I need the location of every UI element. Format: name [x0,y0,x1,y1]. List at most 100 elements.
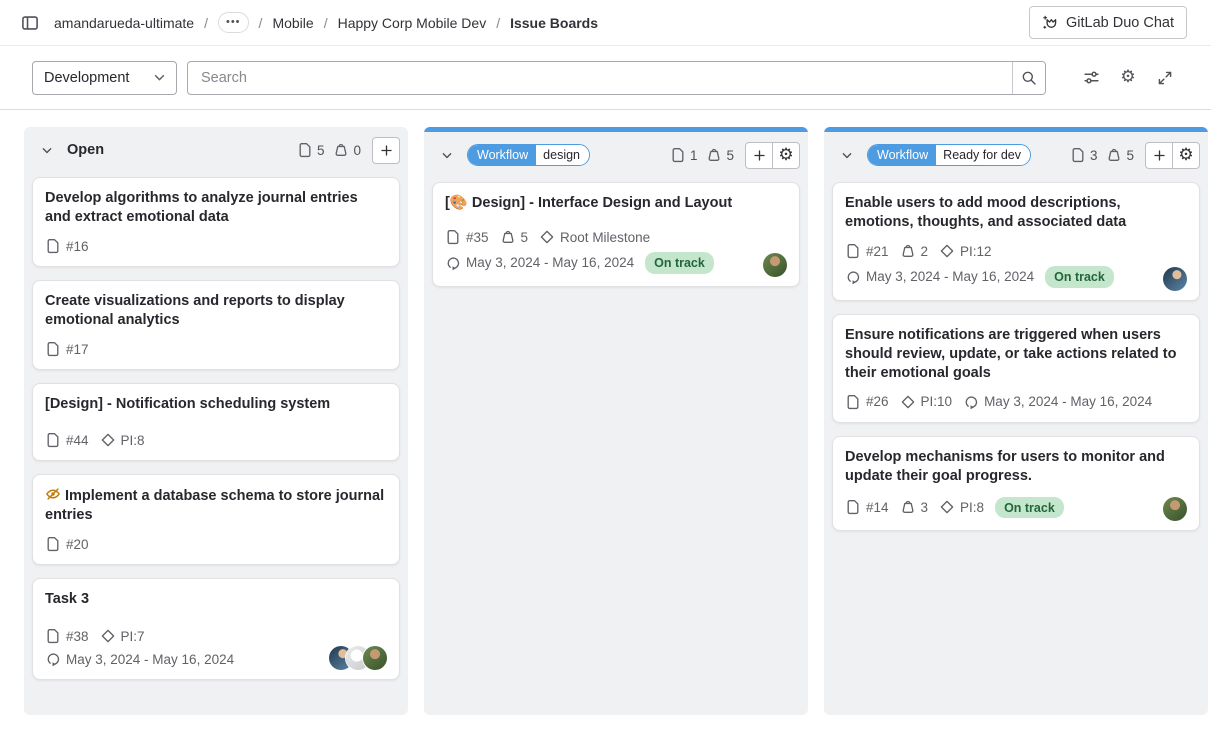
scoped-label-value: design [536,145,589,165]
issue-icon [45,238,61,254]
issue-title[interactable]: Create visualizations and reports to dis… [45,292,387,330]
breadcrumb-project[interactable]: Happy Corp Mobile Dev [338,15,487,31]
milestone-icon [939,243,955,259]
issue-title[interactable]: [Design] - Notification scheduling syste… [45,395,387,414]
scoped-label-key: Workflow [468,145,536,165]
add-issue-button[interactable] [1145,142,1173,169]
issue-title[interactable]: [🎨 Design] - Interface Design and Layout [445,194,787,213]
health-status-badge: On track [995,497,1064,519]
maximize-icon [1157,70,1173,86]
sidebar-panel-icon [21,14,39,32]
issue-count: 1 [670,147,698,163]
issue-card[interactable]: [🎨 Design] - Interface Design and Layout… [432,182,800,287]
issue-weight: 5 [500,229,529,245]
issue-reference: #26 [845,394,889,410]
breadcrumb-ellipsis-button[interactable]: ••• [218,12,249,33]
weight-count: 0 [333,142,361,158]
issue-card[interactable]: [Design] - Notification scheduling syste… [32,383,400,461]
assignee-avatar[interactable] [363,646,387,670]
sidebar-toggle-button[interactable] [16,9,44,37]
milestone-icon [100,432,116,448]
search-button[interactable] [1012,62,1045,94]
issue-card[interactable]: Ensure notifications are triggered when … [832,314,1200,423]
plus-icon [752,148,767,163]
breadcrumb-current-page: Issue Boards [510,15,598,31]
gear-icon: ⚙ [778,147,793,164]
issue-icon [297,142,313,158]
column-counts: 5 0 [297,142,361,158]
board-configuration-button[interactable]: ⚙ [1112,62,1144,94]
issue-card[interactable]: Enable users to add mood descriptions, e… [832,182,1200,301]
weight-icon [500,229,516,245]
issue-icon [45,432,61,448]
duo-chat-button[interactable]: GitLab Duo Chat [1029,6,1187,39]
breadcrumb-separator: / [204,15,208,31]
chevron-down-icon [152,70,167,85]
scoped-label-value: Ready for dev [936,145,1030,165]
issue-title[interactable]: Enable users to add mood descriptions, e… [845,194,1187,232]
confidential-eye-slash-icon [45,486,61,502]
issue-card[interactable]: Create visualizations and reports to dis… [32,280,400,370]
issue-title[interactable]: Develop mechanisms for users to monitor … [845,448,1187,486]
iteration-icon [445,255,461,271]
health-status-badge: On track [1045,266,1114,288]
iteration-icon [845,269,861,285]
column-header: Workflow Ready for dev 3 5 ⚙ [824,132,1208,178]
issue-reference: #35 [445,229,489,245]
weight-icon [900,499,916,515]
list-settings-button[interactable]: ⚙ [1172,142,1200,169]
assignee-avatars [329,646,387,670]
filtered-search [187,61,1046,95]
collapse-column-button[interactable] [34,137,60,163]
board-switcher-dropdown[interactable]: Development [32,61,177,95]
assignee-avatar[interactable] [1163,267,1187,291]
gear-icon: ⚙ [1178,147,1193,164]
collapse-column-button[interactable] [434,142,460,168]
weight-count: 5 [706,147,734,163]
breadcrumb-group[interactable]: amandarueda-ultimate [54,15,194,31]
issue-dates: May 3, 2024 - May 16, 2024 [45,651,234,667]
weight-icon [1106,147,1122,163]
search-input[interactable] [188,62,1012,94]
issue-card[interactable]: Implement a database schema to store jou… [32,474,400,565]
scoped-label[interactable]: Workflow Ready for dev [867,144,1031,166]
sliders-icon [1083,69,1100,86]
health-status-badge: On track [645,252,714,274]
issue-title[interactable]: Implement a database schema to store jou… [45,486,387,525]
issue-icon [670,147,686,163]
issue-title[interactable]: Ensure notifications are triggered when … [845,326,1187,383]
assignee-avatar[interactable] [763,253,787,277]
issue-count: 5 [297,142,325,158]
issue-milestone: PI:7 [100,628,145,644]
milestone-icon [100,628,116,644]
add-issue-button[interactable] [745,142,773,169]
issue-title[interactable]: Task 3 [45,590,387,609]
assignee-avatar[interactable] [1163,497,1187,521]
add-issue-button[interactable] [372,137,400,164]
plus-icon [379,143,394,158]
fullscreen-button[interactable] [1149,62,1181,94]
duo-chat-label: GitLab Duo Chat [1066,15,1174,31]
issue-card[interactable]: Develop algorithms to analyze journal en… [32,177,400,267]
issue-dates: May 3, 2024 - May 16, 2024 [963,394,1152,410]
scoped-label[interactable]: Workflow design [467,144,590,166]
breadcrumb-subgroup[interactable]: Mobile [272,15,313,31]
breadcrumb: amandarueda-ultimate / ••• / Mobile / Ha… [54,12,598,33]
issue-title[interactable]: Develop algorithms to analyze journal en… [45,189,387,227]
issue-icon [45,341,61,357]
issue-dates: May 3, 2024 - May 16, 2024 [445,255,634,271]
list-settings-button[interactable]: ⚙ [772,142,800,169]
issue-card[interactable]: Task 3 #38 PI:7 May 3, 2024 - May 16, 20… [32,578,400,680]
breadcrumb-separator: / [324,15,328,31]
collapse-column-button[interactable] [834,142,860,168]
issue-milestone: PI:8 [939,499,984,515]
filter-preferences-button[interactable] [1075,62,1107,94]
issue-card[interactable]: Develop mechanisms for users to monitor … [832,436,1200,532]
weight-icon [900,243,916,259]
weight-icon [706,147,722,163]
issue-icon [45,536,61,552]
assignee-avatars [763,253,787,277]
issue-reference: #14 [845,499,889,515]
gear-icon: ⚙ [1120,69,1135,86]
column-counts: 3 5 [1070,147,1134,163]
